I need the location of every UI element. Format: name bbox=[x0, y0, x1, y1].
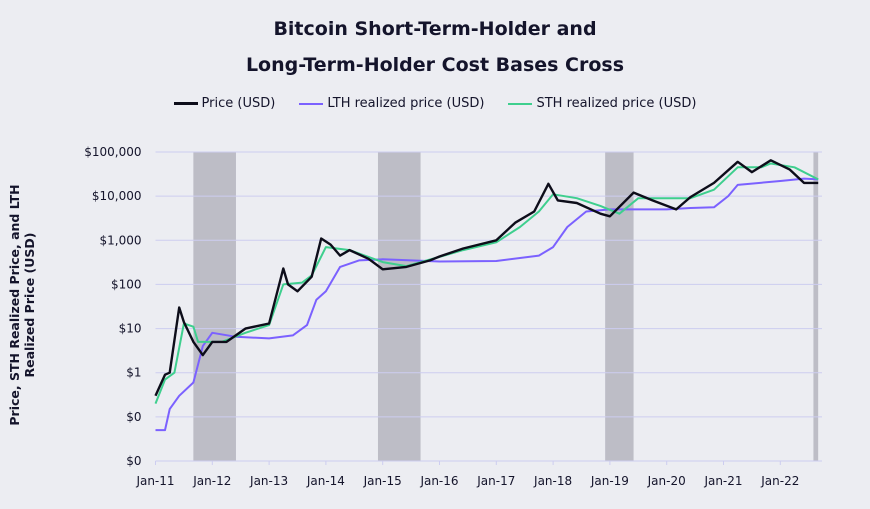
x-tick-label: Jan-11 bbox=[135, 474, 174, 488]
x-tick-label: Jan-18 bbox=[533, 474, 572, 488]
x-tick-label: Jan-17 bbox=[476, 474, 515, 488]
shaded-period bbox=[377, 152, 421, 461]
shaded-period bbox=[813, 152, 819, 461]
series-line-price bbox=[154, 159, 819, 397]
legend-item-sth: STH realized price (USD) bbox=[508, 96, 696, 111]
y-tick-label: $100 bbox=[111, 277, 142, 291]
x-tick-label: Jan-16 bbox=[419, 474, 458, 488]
chart-title-line-2: Long-Term-Holder Cost Bases Cross bbox=[245, 54, 625, 76]
legend-label: Price (USD) bbox=[201, 96, 276, 111]
x-tick-label: Jan-13 bbox=[249, 474, 288, 488]
x-tick-label: Jan-15 bbox=[363, 474, 402, 488]
series-line-sth bbox=[154, 162, 819, 404]
legend: Price (USD) LTH realized price (USD) STH… bbox=[0, 96, 870, 111]
legend-label: STH realized price (USD) bbox=[536, 96, 697, 111]
y-tick-label: $0 bbox=[126, 410, 141, 424]
y-tick-label: $100,000 bbox=[84, 145, 141, 159]
legend-swatch bbox=[508, 102, 533, 105]
y-tick-label: $1,000 bbox=[100, 233, 142, 247]
series-line-lth bbox=[155, 177, 819, 432]
x-tick-label: Jan-20 bbox=[647, 474, 686, 488]
y-tick-label: $0 bbox=[126, 454, 141, 468]
legend-swatch bbox=[299, 102, 324, 105]
y-tick-label: $1 bbox=[126, 366, 141, 380]
legend-item-lth: LTH realized price (USD) bbox=[299, 96, 484, 111]
shaded-period bbox=[605, 152, 634, 461]
shaded-period bbox=[193, 152, 236, 461]
x-tick-label: Jan-19 bbox=[590, 474, 629, 488]
x-tick-label: Jan-21 bbox=[703, 474, 742, 488]
y-tick-label: $10 bbox=[119, 322, 142, 336]
x-tick-label: Jan-12 bbox=[192, 474, 231, 488]
legend-swatch bbox=[173, 102, 198, 105]
chart-title-line-1: Bitcoin Short-Term-Holder and bbox=[273, 18, 597, 40]
x-tick-label: Jan-22 bbox=[760, 474, 799, 488]
legend-label: LTH realized price (USD) bbox=[327, 96, 485, 111]
legend-item-price: Price (USD) bbox=[173, 96, 276, 111]
x-tick-label: Jan-14 bbox=[306, 474, 345, 488]
y-tick-label: $10,000 bbox=[92, 189, 142, 203]
